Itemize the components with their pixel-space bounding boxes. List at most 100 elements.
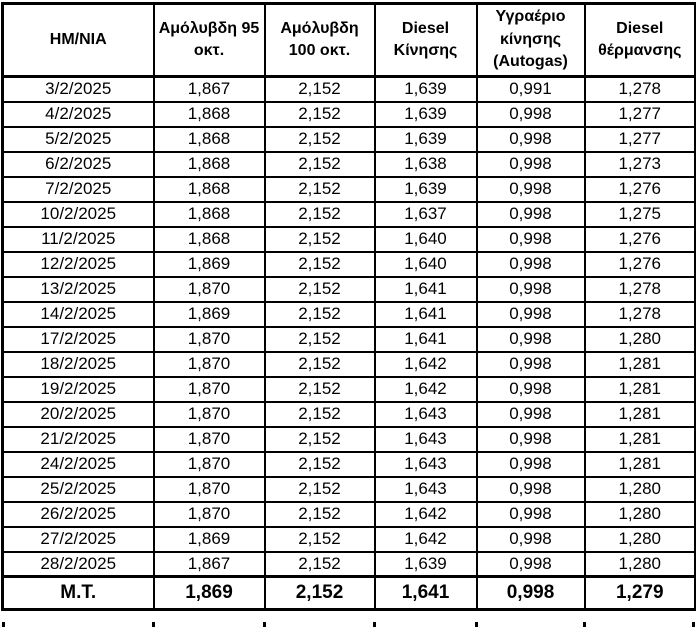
price-cell: 1,870 xyxy=(152,500,266,528)
table-row: 3/2/2025 1,867 2,152 1,639 0,991 1,278 xyxy=(1,75,696,103)
price-cell: 1,281 xyxy=(583,375,696,403)
table-row: 26/2/2025 1,870 2,152 1,642 0,998 1,280 xyxy=(1,500,696,528)
table-row: 6/2/2025 1,868 2,152 1,638 0,998 1,273 xyxy=(1,150,696,178)
price-cell: 0,998 xyxy=(475,150,586,178)
table-row: 7/2/2025 1,868 2,152 1,639 0,998 1,276 xyxy=(1,175,696,203)
price-cell: 0,998 xyxy=(475,375,586,403)
table-body: 3/2/2025 1,867 2,152 1,639 0,991 1,278 4/2/202… xyxy=(1,75,696,578)
price-cell: 2,152 xyxy=(263,300,376,328)
table-row: 13/2/2025 1,870 2,152 1,641 0,998 1,278 xyxy=(1,275,696,303)
summary-value: 1,279 xyxy=(583,575,696,611)
price-cell: 2,152 xyxy=(263,550,376,578)
price-cell: 1,639 xyxy=(373,175,478,203)
price-cell: 1,276 xyxy=(583,250,696,278)
summary-label: Μ.Τ. xyxy=(1,575,155,611)
table-row: 27/2/2025 1,869 2,152 1,642 0,998 1,280 xyxy=(1,525,696,553)
price-cell: 1,870 xyxy=(152,375,266,403)
header-row: ΗΜ/ΝΙΑ Αμόλυβδη 95 οκτ. Αμόλυβδη 100 οκτ… xyxy=(1,2,696,78)
table-row: 14/2/2025 1,869 2,152 1,641 0,998 1,278 xyxy=(1,300,696,328)
price-cell: 2,152 xyxy=(263,125,376,153)
price-cell: 1,278 xyxy=(583,75,696,103)
date-cell: 25/2/2025 xyxy=(1,475,155,503)
fuel-price-table: ΗΜ/ΝΙΑ Αμόλυβδη 95 οκτ. Αμόλυβδη 100 οκτ… xyxy=(1,2,696,611)
price-cell: 0,998 xyxy=(475,500,586,528)
price-cell: 1,280 xyxy=(583,475,696,503)
price-cell: 2,152 xyxy=(263,475,376,503)
table-row: 24/2/2025 1,870 2,152 1,643 0,998 1,281 xyxy=(1,450,696,478)
price-cell: 2,152 xyxy=(263,325,376,353)
col-header-unleaded-95: Αμόλυβδη 95 οκτ. xyxy=(152,2,266,78)
price-cell: 1,277 xyxy=(583,125,696,153)
price-cell: 1,868 xyxy=(152,100,266,128)
date-cell: 18/2/2025 xyxy=(1,350,155,378)
price-cell: 1,640 xyxy=(373,250,478,278)
price-cell: 0,998 xyxy=(475,350,586,378)
price-cell: 1,277 xyxy=(583,100,696,128)
price-cell: 1,868 xyxy=(152,225,266,253)
price-cell: 1,868 xyxy=(152,200,266,228)
price-cell: 1,869 xyxy=(152,300,266,328)
price-cell: 1,273 xyxy=(583,150,696,178)
price-cell: 0,998 xyxy=(475,550,586,578)
table-row: 12/2/2025 1,869 2,152 1,640 0,998 1,276 xyxy=(1,250,696,278)
header-line: ΗΜ/ΝΙΑ xyxy=(49,30,107,48)
header-line: κίνησης xyxy=(499,30,562,48)
cutoff-border-stub xyxy=(263,622,266,627)
date-cell: 4/2/2025 xyxy=(1,100,155,128)
price-cell: 1,870 xyxy=(152,450,266,478)
header-line: Κίνησης xyxy=(393,42,458,59)
cutoff-border-stub xyxy=(152,622,155,627)
price-cell: 1,642 xyxy=(373,350,478,378)
price-cell: 1,643 xyxy=(373,425,478,453)
price-cell: 1,641 xyxy=(373,300,478,328)
price-cell: 2,152 xyxy=(263,100,376,128)
price-cell: 1,870 xyxy=(152,325,266,353)
header-line: Αμόλυβδη 95 xyxy=(158,19,260,37)
price-cell: 1,281 xyxy=(583,425,696,453)
price-cell: 0,998 xyxy=(475,450,586,478)
table-row: 25/2/2025 1,870 2,152 1,643 0,998 1,280 xyxy=(1,475,696,503)
price-cell: 0,998 xyxy=(475,425,586,453)
price-cell: 0,998 xyxy=(475,325,586,353)
header-line: Αμόλυβδη xyxy=(280,19,359,37)
table-row: 4/2/2025 1,868 2,152 1,639 0,998 1,277 xyxy=(1,100,696,128)
price-cell: 0,998 xyxy=(475,475,586,503)
price-cell: 1,637 xyxy=(373,200,478,228)
price-cell: 0,998 xyxy=(475,525,586,553)
price-cell: 1,281 xyxy=(583,350,696,378)
price-cell: 1,641 xyxy=(373,275,478,303)
price-cell: 1,870 xyxy=(152,400,266,428)
summary-value: 2,152 xyxy=(263,575,376,611)
table-row: 5/2/2025 1,868 2,152 1,639 0,998 1,277 xyxy=(1,125,696,153)
header-line: 100 οκτ. xyxy=(288,42,351,59)
summary-value: 0,998 xyxy=(475,575,586,611)
price-cell: 2,152 xyxy=(263,375,376,403)
col-header-unleaded-100: Αμόλυβδη 100 οκτ. xyxy=(263,2,376,78)
price-cell: 1,278 xyxy=(583,300,696,328)
header-line: (Autogas) xyxy=(493,53,568,71)
table-footer: Μ.Τ. 1,869 2,152 1,641 0,998 1,279 xyxy=(1,575,696,611)
table-row: 21/2/2025 1,870 2,152 1,643 0,998 1,281 xyxy=(1,425,696,453)
date-cell: 14/2/2025 xyxy=(1,300,155,328)
table-row: 28/2/2025 1,867 2,152 1,639 0,998 1,280 xyxy=(1,550,696,578)
header-line: Diesel xyxy=(401,19,450,37)
price-cell: 1,869 xyxy=(152,250,266,278)
price-cell: 2,152 xyxy=(263,525,376,553)
summary-row: Μ.Τ. 1,869 2,152 1,641 0,998 1,279 xyxy=(1,575,696,611)
date-cell: 10/2/2025 xyxy=(1,200,155,228)
col-header-autogas: Υγραέριο κίνησης (Autogas) xyxy=(475,2,586,78)
price-cell: 1,643 xyxy=(373,400,478,428)
price-cell: 1,280 xyxy=(583,525,696,553)
price-cell: 1,868 xyxy=(152,175,266,203)
date-cell: 27/2/2025 xyxy=(1,525,155,553)
price-cell: 1,642 xyxy=(373,500,478,528)
cutoff-border-stub xyxy=(2,622,5,627)
table-row: 19/2/2025 1,870 2,152 1,642 0,998 1,281 xyxy=(1,375,696,403)
price-cell: 1,281 xyxy=(583,400,696,428)
date-cell: 13/2/2025 xyxy=(1,275,155,303)
col-header-date: ΗΜ/ΝΙΑ xyxy=(1,2,155,78)
table-header: ΗΜ/ΝΙΑ Αμόλυβδη 95 οκτ. Αμόλυβδη 100 οκτ… xyxy=(1,2,696,78)
price-cell: 0,998 xyxy=(475,175,586,203)
price-cell: 1,278 xyxy=(583,275,696,303)
